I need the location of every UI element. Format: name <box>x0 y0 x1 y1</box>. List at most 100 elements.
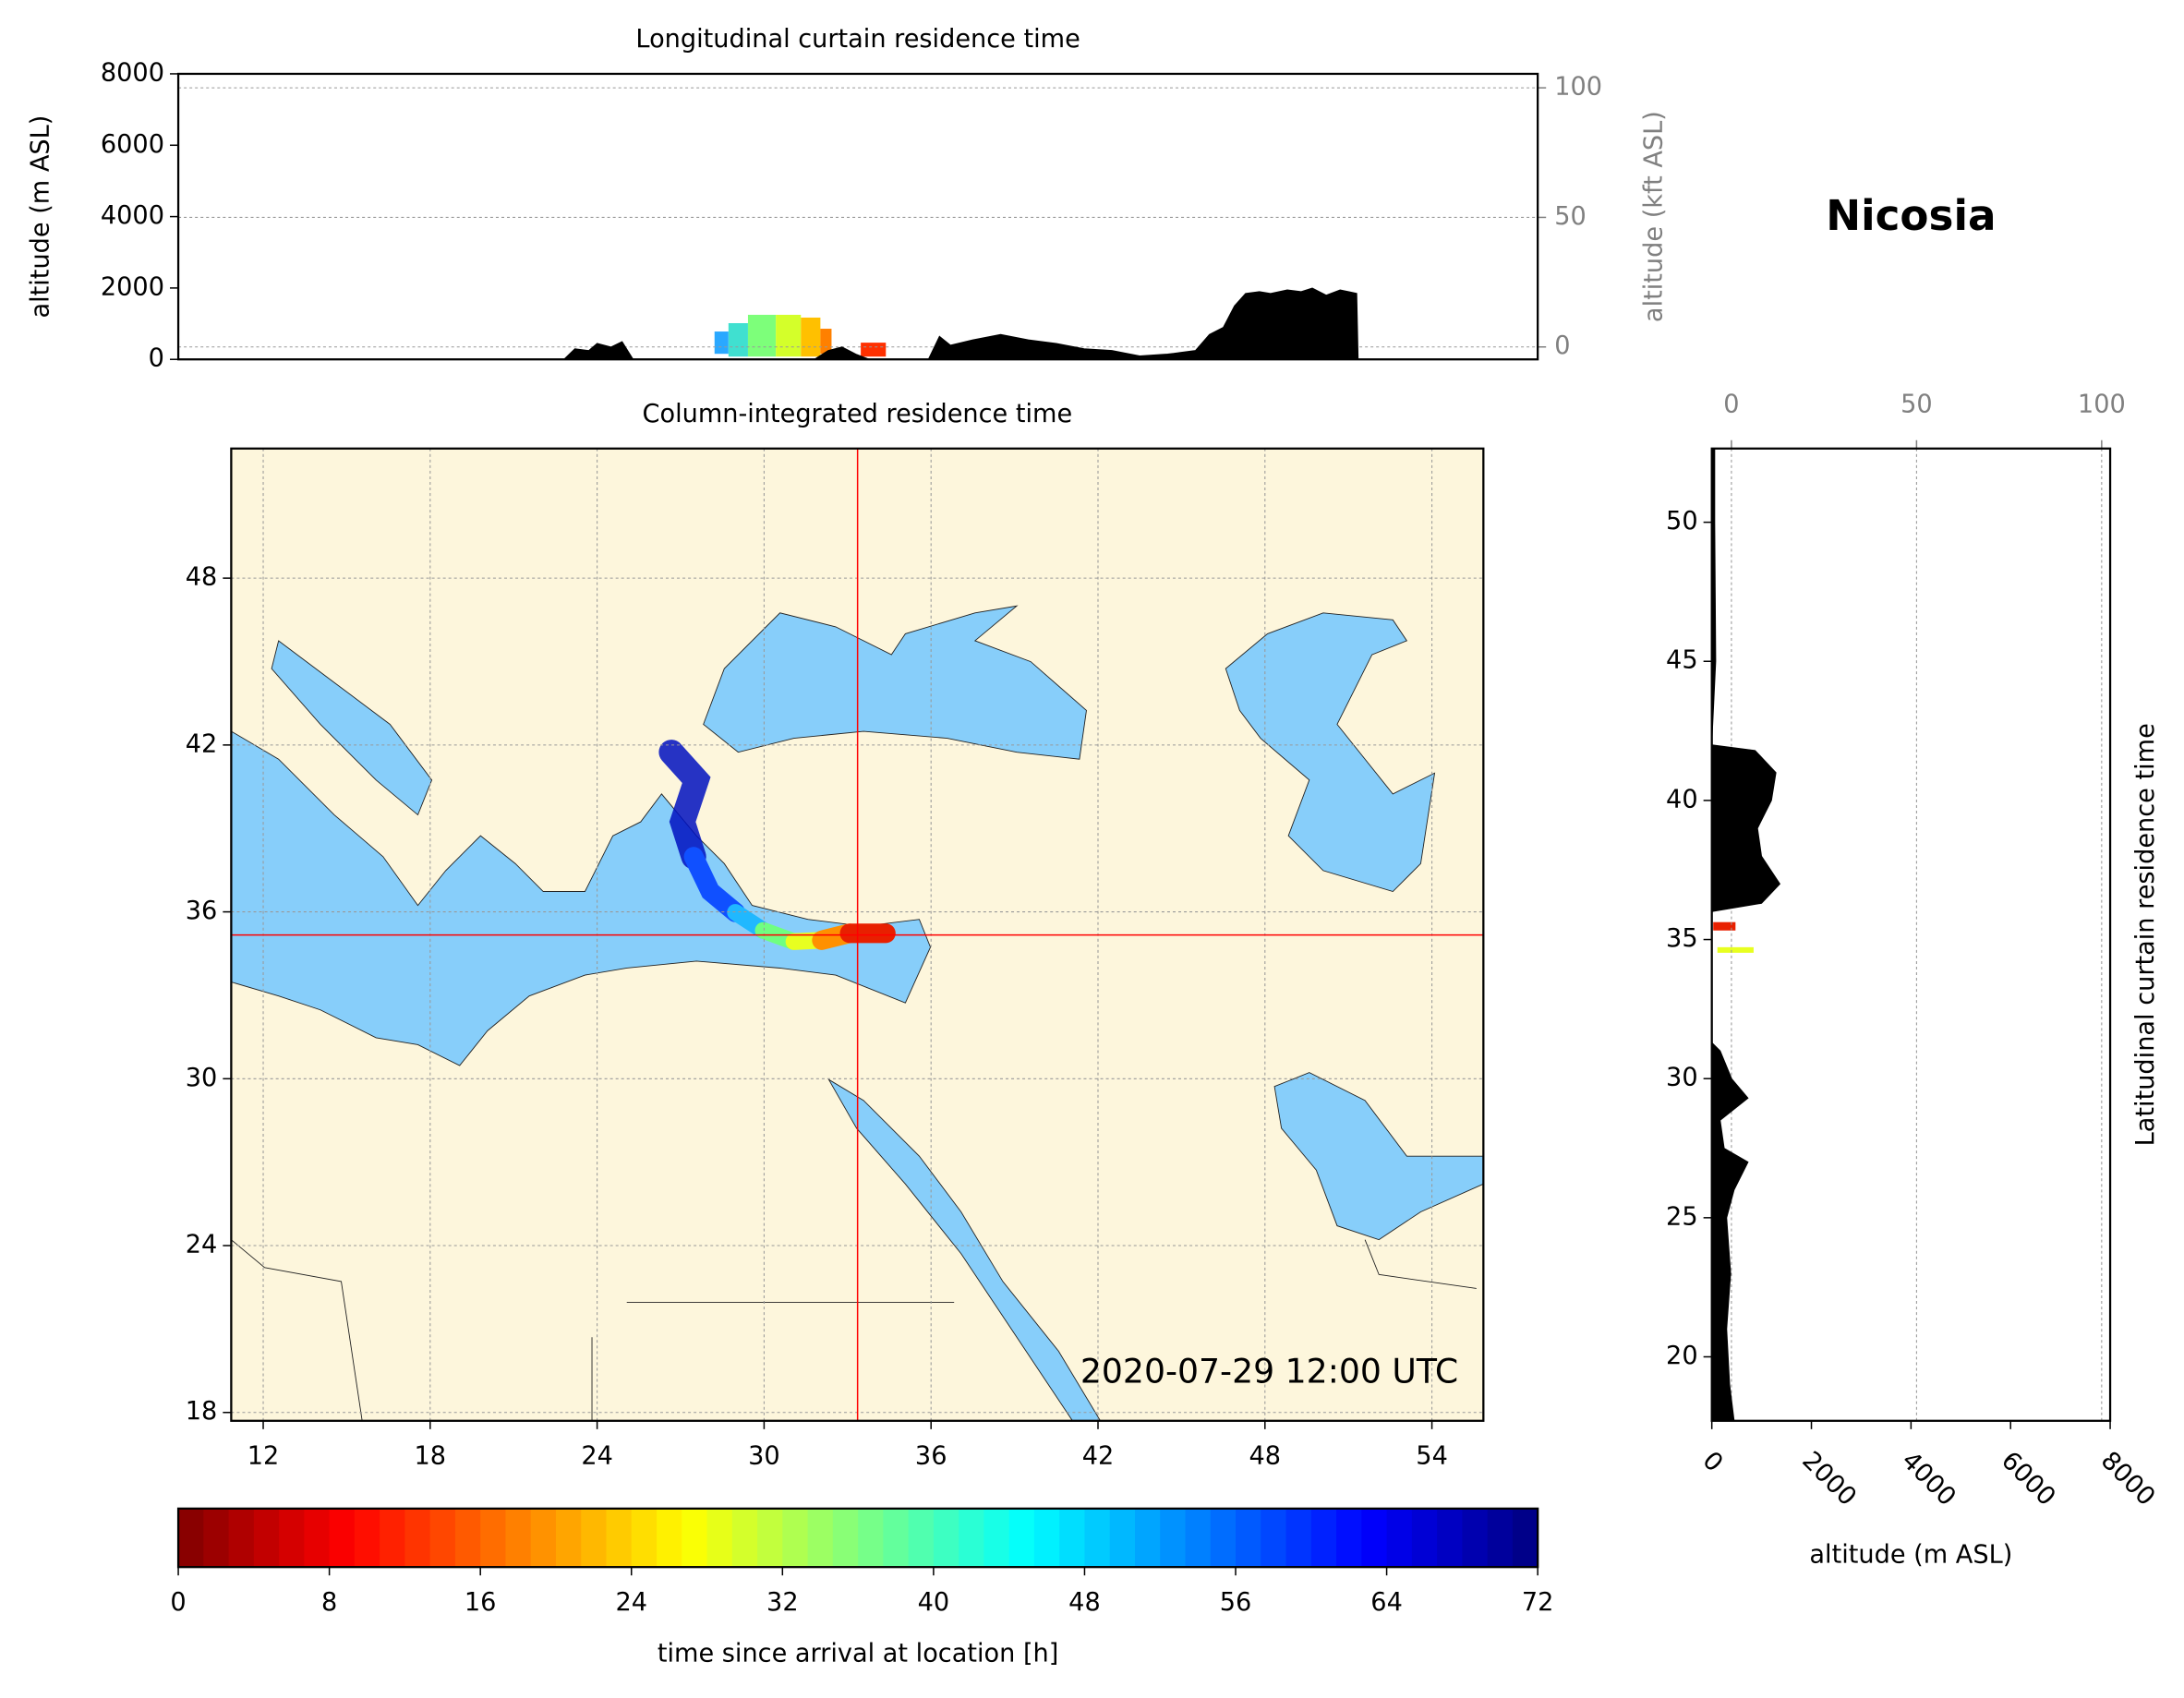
x-tick-label: 40 <box>918 1588 950 1617</box>
colorbar-segment <box>1361 1508 1388 1568</box>
colorbar-segment <box>505 1508 532 1568</box>
colorbar-segment <box>832 1508 860 1568</box>
axes-frame <box>230 447 1485 1422</box>
colorbar-segment <box>354 1508 381 1568</box>
colorbar-segment <box>1008 1508 1035 1568</box>
x-tick-label: 30 <box>748 1442 780 1471</box>
top-plume <box>714 314 887 357</box>
x-tick-label: 56 <box>1220 1588 1252 1617</box>
colorbar-segment <box>1487 1508 1514 1568</box>
colorbar-segment <box>429 1508 456 1568</box>
colorbar-segment <box>1059 1508 1086 1568</box>
x-axis-label: time since arrival at location [h] <box>658 1640 1059 1668</box>
x-tick-label: 72 <box>1522 1588 1554 1617</box>
y-tick-label: 30 <box>1666 1064 1698 1092</box>
colorbar-segment <box>782 1508 809 1568</box>
colorbar-segment <box>178 1508 205 1568</box>
colorbar-segment <box>858 1508 885 1568</box>
colorbar-segment <box>304 1508 331 1568</box>
colorbar-segment <box>480 1508 507 1568</box>
colorbar-segment <box>329 1508 356 1568</box>
x-tick-label: 64 <box>1370 1588 1403 1617</box>
colorbar-segment <box>404 1508 431 1568</box>
axes-frame <box>1710 447 2112 1422</box>
y2-tick-label: 0 <box>1554 331 1570 360</box>
colorbar-segment <box>530 1508 557 1568</box>
colorbar-segment <box>706 1508 733 1568</box>
x-tick-label: 8000 <box>2095 1446 2161 1511</box>
y-tick-label: 50 <box>1666 507 1698 536</box>
colorbar-segment <box>380 1508 406 1568</box>
right-plume <box>1713 921 1754 953</box>
y-tick-label: 0 <box>149 344 164 373</box>
colorbar-segment <box>1437 1508 1464 1568</box>
colorbar-segment <box>657 1508 683 1568</box>
x-tick-label: 18 <box>415 1442 447 1471</box>
colorbar-segment <box>253 1508 281 1568</box>
colorbar-segment <box>1033 1508 1061 1568</box>
colorbar-segment <box>279 1508 306 1568</box>
colorbar-segment <box>1310 1508 1337 1568</box>
y-tick-label: 2000 <box>101 272 164 301</box>
y-axis-label: Latitudinal curtain residence time <box>2131 723 2160 1146</box>
y2-axis-label: altitude (kft ASL) <box>1639 111 1668 322</box>
colorbar-segment <box>1462 1508 1489 1568</box>
y-tick-label: 48 <box>186 563 218 592</box>
colorbar-segment <box>1185 1508 1212 1568</box>
y-tick-label: 40 <box>1666 785 1698 813</box>
x-tick-label: 12 <box>247 1442 280 1471</box>
colorbar-segment <box>908 1508 935 1568</box>
colorbar-segment <box>1236 1508 1262 1568</box>
x-tick-label: 4000 <box>1896 1446 1961 1511</box>
x-axis-label: altitude (m ASL) <box>1809 1541 2012 1570</box>
y-tick-label: 35 <box>1666 924 1698 953</box>
colorbar-segment <box>1134 1508 1162 1568</box>
colorbar-segment <box>555 1508 583 1568</box>
colorbar-segment <box>1210 1508 1237 1568</box>
x2-tick-label: 100 <box>2078 391 2126 419</box>
x-tick-label: 36 <box>915 1442 947 1471</box>
axes-title: Column-integrated residence time <box>643 400 1073 428</box>
colorbar-segment <box>1285 1508 1312 1568</box>
y-tick-label: 18 <box>186 1397 218 1426</box>
x-tick-label: 42 <box>1082 1442 1115 1471</box>
x-tick-label: 0 <box>1696 1446 1728 1477</box>
station-title: Nicosia <box>1826 191 1996 240</box>
colorbar-segment <box>606 1508 633 1568</box>
y-tick-label: 24 <box>186 1231 218 1259</box>
x-tick-label: 48 <box>1068 1588 1101 1617</box>
colorbar-segment <box>581 1508 608 1568</box>
axes-frame <box>176 1507 1539 1569</box>
colorbar-segment <box>933 1508 960 1568</box>
colorbar-segment <box>1084 1508 1111 1568</box>
x2-tick-label: 50 <box>1900 391 1933 419</box>
colorbar-segment <box>203 1508 230 1568</box>
colorbar-segment <box>731 1508 758 1568</box>
colorbar-segment <box>1411 1508 1439 1568</box>
colorbar-segment <box>757 1508 784 1568</box>
colorbar-segment <box>1336 1508 1363 1568</box>
x-tick-label: 54 <box>1416 1442 1448 1471</box>
x-tick-label: 0 <box>170 1588 186 1617</box>
x2-tick-label: 0 <box>1723 391 1739 419</box>
y-tick-label: 4000 <box>101 201 164 230</box>
x-tick-label: 32 <box>766 1588 799 1617</box>
colorbar-segment <box>983 1508 1010 1568</box>
colorbar-segment <box>1109 1508 1136 1568</box>
y-tick-label: 30 <box>186 1064 218 1092</box>
x-tick-label: 2000 <box>1796 1446 1862 1511</box>
colorbar-segment <box>1160 1508 1187 1568</box>
x-tick-label: 8 <box>321 1588 337 1617</box>
y-tick-label: 6000 <box>101 130 164 159</box>
colorbar-segment <box>807 1508 834 1568</box>
x-tick-label: 24 <box>615 1588 647 1617</box>
x-tick-label: 16 <box>465 1588 497 1617</box>
terrain-area <box>562 287 1359 360</box>
y-tick-label: 36 <box>186 897 218 925</box>
colorbar-segment <box>682 1508 708 1568</box>
terrain-area <box>1711 448 1781 1422</box>
colorbar-segment <box>1512 1508 1539 1568</box>
colorbar-segment <box>959 1508 985 1568</box>
y-tick-label: 8000 <box>101 58 164 87</box>
